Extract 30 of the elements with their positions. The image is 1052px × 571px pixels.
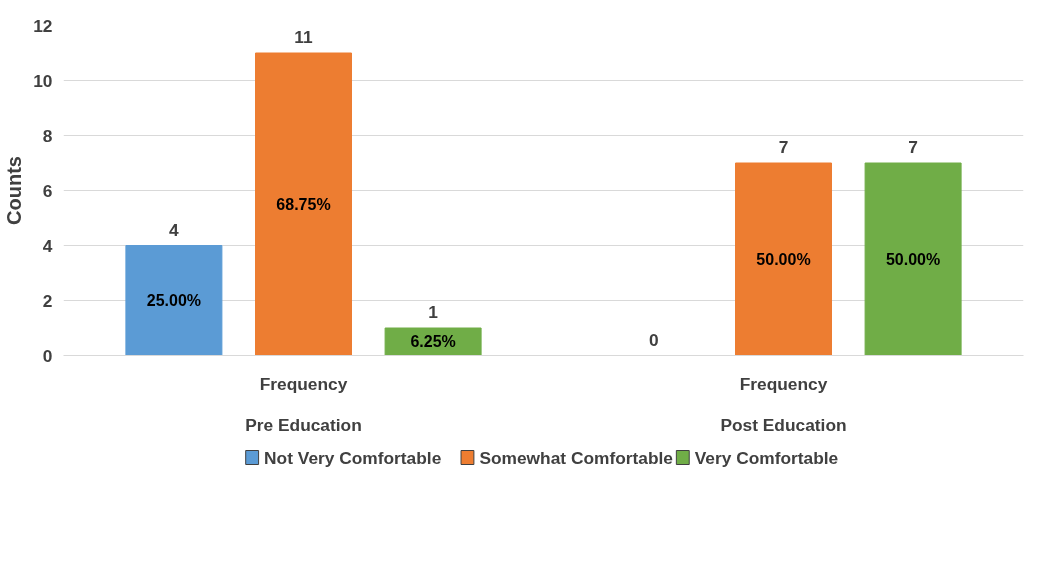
data-label: 7: [908, 137, 918, 157]
text: Frequency: [739, 373, 828, 394]
y-tick-label: 12: [33, 15, 53, 36]
data-label: 0: [649, 329, 659, 350]
annotation: 50.00%: [756, 250, 811, 268]
data-label: 7: [778, 137, 789, 157]
annotation: 68.75%: [276, 195, 331, 213]
bar: [864, 162, 962, 356]
legend-label: Somewhat Comfortable: [479, 447, 674, 468]
y-tick-label: 10: [33, 70, 53, 91]
bar: [735, 162, 832, 356]
x-tick-label: Pre Education: [245, 414, 362, 435]
y-tick-label: 8: [42, 125, 53, 146]
annotation: 25.00%: [146, 292, 202, 309]
annotation: 50.00%: [885, 250, 941, 268]
y-tick-label: 4: [42, 235, 53, 256]
y-axis-title: Counts: [3, 156, 26, 225]
legend-label: Not Very Comfortable: [264, 447, 442, 468]
data-label: 1: [428, 302, 439, 322]
y-tick-label: 0: [42, 345, 53, 366]
bar: [125, 245, 223, 356]
text: Frequency: [259, 373, 348, 394]
legend-label: Very Comfortable: [694, 447, 839, 468]
data-label: 4: [169, 219, 180, 240]
bar: [255, 52, 352, 356]
x-tick-label: Post Education: [720, 414, 847, 435]
data-label: 11: [294, 27, 314, 47]
annotation: 6.25%: [410, 333, 456, 351]
y-tick-label: 6: [42, 180, 53, 201]
y-tick-label: 2: [42, 290, 53, 311]
